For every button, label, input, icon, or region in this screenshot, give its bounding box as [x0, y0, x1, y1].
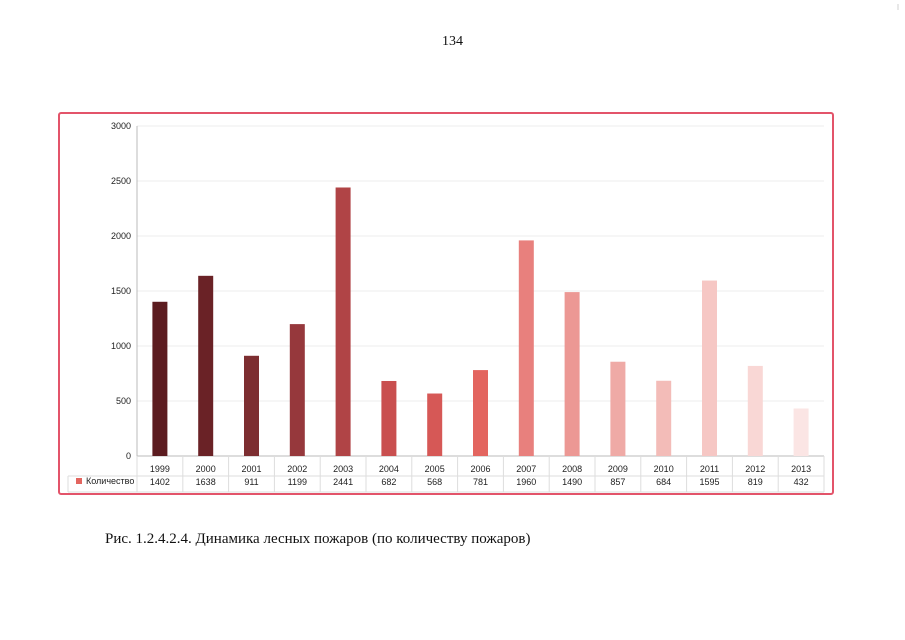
bar — [335, 187, 351, 456]
legend-swatch — [76, 478, 82, 484]
y-tick-label: 0 — [126, 451, 131, 461]
bar — [793, 408, 809, 456]
bar — [747, 365, 763, 456]
bar — [427, 393, 443, 456]
bar-chart: 0 500 1000 1500 2000 2500 3000 1999 2000 2001 2002… — [67, 121, 825, 493]
page-number: 134 — [442, 34, 463, 49]
y-tick-label: 500 — [116, 396, 131, 406]
data-value-label: 1638 — [196, 477, 216, 487]
chart-frame: 0 500 1000 1500 2000 2500 3000 1999 2000 2001 2002… — [58, 112, 834, 495]
x-category-label: 2000 — [196, 464, 216, 474]
y-tick-label: 1000 — [111, 341, 131, 351]
data-value-label: 432 — [794, 477, 809, 487]
x-category-label: 2005 — [425, 464, 445, 474]
bar — [198, 275, 214, 456]
bar — [656, 380, 672, 456]
data-value-label: 1960 — [516, 477, 536, 487]
legend-label: Количество — [86, 476, 134, 486]
x-category-label: 2011 — [700, 464, 719, 474]
x-category-label: 2008 — [562, 464, 582, 474]
x-category-label: 2002 — [287, 464, 307, 474]
x-category-label: 2013 — [791, 464, 811, 474]
figure-caption: Рис. 1.2.4.2.4. Динамика лесных пожаров … — [105, 531, 531, 547]
bar — [152, 301, 168, 456]
x-category-label: 2007 — [516, 464, 536, 474]
x-category-label: 2012 — [745, 464, 765, 474]
data-value-label: 1595 — [699, 477, 719, 487]
data-value-label: 568 — [427, 477, 442, 487]
x-category-label: 2003 — [333, 464, 353, 474]
bar — [610, 361, 626, 456]
bar — [518, 240, 534, 456]
data-value-label: 911 — [244, 477, 258, 487]
y-tick-label: 1500 — [111, 286, 131, 296]
data-value-label: 2441 — [333, 477, 353, 487]
data-value-label: 781 — [473, 477, 488, 487]
data-value-label: 682 — [381, 477, 396, 487]
data-value-label: 684 — [656, 477, 671, 487]
bar — [702, 280, 717, 456]
bar — [473, 370, 488, 456]
bar — [244, 355, 259, 456]
x-category-label: 2001 — [241, 464, 261, 474]
data-value-label: 857 — [610, 477, 625, 487]
x-category-label: 1999 — [150, 464, 170, 474]
y-tick-label: 2000 — [111, 231, 131, 241]
bar — [381, 380, 397, 456]
y-tick-label: 2500 — [111, 176, 131, 186]
x-category-label: 2006 — [470, 464, 490, 474]
data-value-label: 1490 — [562, 477, 582, 487]
bar — [289, 324, 305, 456]
x-category-label: 2010 — [654, 464, 674, 474]
bar — [564, 292, 580, 456]
scan-mark — [897, 4, 899, 10]
data-value-label: 819 — [748, 477, 763, 487]
data-value-label: 1402 — [150, 477, 170, 487]
x-category-label: 2004 — [379, 464, 399, 474]
data-value-label: 1199 — [288, 477, 307, 487]
y-tick-label: 3000 — [111, 121, 131, 131]
x-category-label: 2009 — [608, 464, 628, 474]
